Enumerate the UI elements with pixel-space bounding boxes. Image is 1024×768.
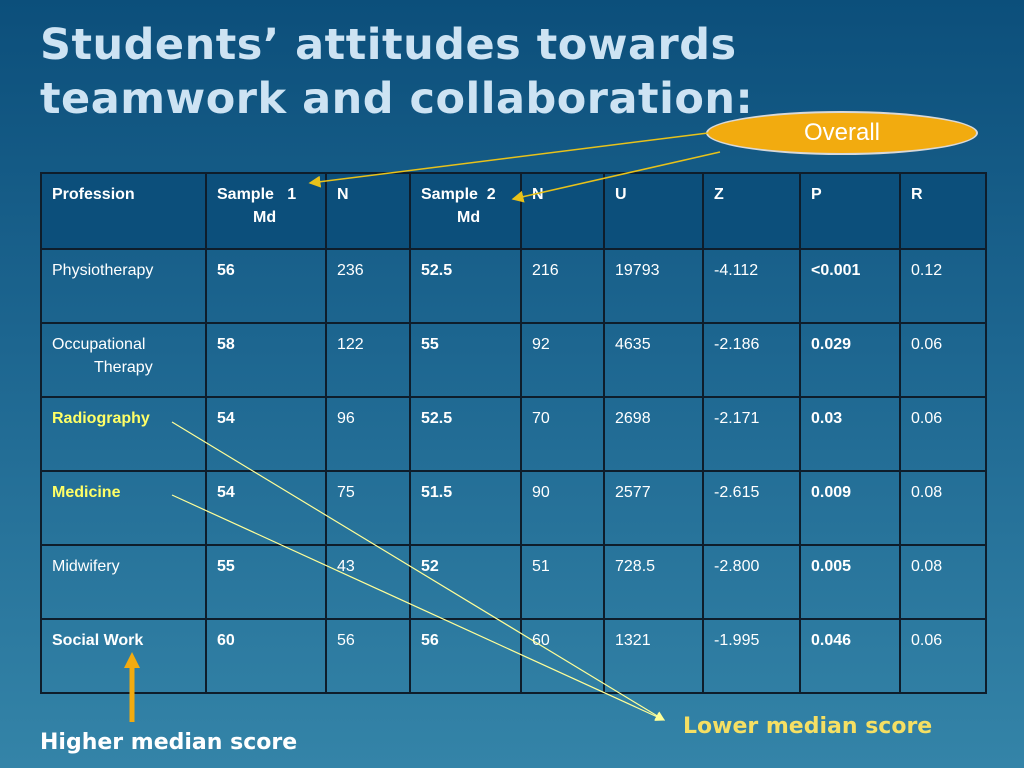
cell-p: 0.005: [799, 544, 901, 620]
header-sample2: Sample 2 Md: [409, 172, 522, 250]
results-table: Profession Sample 1 Md N Sample 2 Md N U Z…: [40, 172, 987, 694]
cell-sample2-md: 51.5: [409, 470, 522, 546]
lower-median-label: Lower median score: [683, 714, 933, 739]
header-n2: N: [520, 172, 605, 250]
cell-r: 0.08: [899, 470, 987, 546]
cell-r: 0.06: [899, 322, 987, 398]
overall-callout: Overall: [706, 111, 978, 155]
cell-u: 19793: [603, 248, 704, 324]
cell-profession-line1: Occupational: [52, 336, 146, 353]
cell-z: -2.615: [702, 470, 801, 546]
cell-sample2-md: 55: [409, 322, 522, 398]
header-sample2-line1: Sample 2: [421, 186, 496, 203]
cell-profession-line2: Therapy: [94, 359, 153, 376]
cell-z: -2.171: [702, 396, 801, 472]
cell-n2: 60: [520, 618, 605, 694]
cell-sample1-md: 54: [205, 470, 327, 546]
cell-p: 0.029: [799, 322, 901, 398]
cell-sample2-md: 56: [409, 618, 522, 694]
header-p: P: [799, 172, 901, 250]
table-header-row: Profession Sample 1 Md N Sample 2 Md N U Z…: [40, 172, 987, 250]
cell-n2: 51: [520, 544, 605, 620]
cell-p: 0.03: [799, 396, 901, 472]
cell-r: 0.06: [899, 396, 987, 472]
cell-profession: Medicine: [40, 470, 207, 546]
cell-sample2-md: 52: [409, 544, 522, 620]
cell-n1: 122: [325, 322, 411, 398]
higher-median-label: Higher median score: [40, 730, 298, 755]
cell-sample1-md: 60: [205, 618, 327, 694]
table-row: Occupational Therapy 58 122 55 92 4635 -2…: [40, 322, 987, 398]
cell-z: -2.800: [702, 544, 801, 620]
table-row: Social Work 60 56 56 60 1321 -1.995 0.04…: [40, 618, 987, 694]
cell-p: 0.009: [799, 470, 901, 546]
cell-profession: Occupational Therapy: [40, 322, 207, 398]
cell-sample2-md: 52.5: [409, 396, 522, 472]
cell-u: 2698: [603, 396, 704, 472]
table-row: Physiotherapy 56 236 52.5 216 19793 -4.1…: [40, 248, 987, 324]
cell-n1: 56: [325, 618, 411, 694]
header-u: U: [603, 172, 704, 250]
table-row: Radiography 54 96 52.5 70 2698 -2.171 0.…: [40, 396, 987, 472]
header-sample1: Sample 1 Md: [205, 172, 327, 250]
cell-n2: 70: [520, 396, 605, 472]
cell-n2: 92: [520, 322, 605, 398]
cell-r: 0.08: [899, 544, 987, 620]
cell-profession: Physiotherapy: [40, 248, 207, 324]
cell-z: -4.112: [702, 248, 801, 324]
cell-sample1-md: 58: [205, 322, 327, 398]
cell-n2: 90: [520, 470, 605, 546]
cell-u: 728.5: [603, 544, 704, 620]
cell-n2: 216: [520, 248, 605, 324]
cell-z: -2.186: [702, 322, 801, 398]
cell-u: 1321: [603, 618, 704, 694]
cell-sample1-md: 56: [205, 248, 327, 324]
cell-profession: Radiography: [40, 396, 207, 472]
cell-n1: 96: [325, 396, 411, 472]
cell-r: 0.12: [899, 248, 987, 324]
cell-sample1-md: 54: [205, 396, 327, 472]
cell-z: -1.995: [702, 618, 801, 694]
header-sample2-line2: Md: [457, 209, 481, 226]
cell-n1: 75: [325, 470, 411, 546]
cell-sample1-md: 55: [205, 544, 327, 620]
header-n1: N: [325, 172, 411, 250]
cell-profession: Social Work: [40, 618, 207, 694]
slide-title: Students’ attitudes towards teamwork and…: [40, 20, 754, 124]
cell-n1: 236: [325, 248, 411, 324]
table-row: Medicine 54 75 51.5 90 2577 -2.615 0.009…: [40, 470, 987, 546]
cell-p: <0.001: [799, 248, 901, 324]
cell-u: 4635: [603, 322, 704, 398]
cell-sample2-md: 52.5: [409, 248, 522, 324]
cell-u: 2577: [603, 470, 704, 546]
table-row: Midwifery 55 43 52 51 728.5 -2.800 0.005…: [40, 544, 987, 620]
header-z: Z: [702, 172, 801, 250]
cell-profession: Midwifery: [40, 544, 207, 620]
header-profession: Profession: [40, 172, 207, 250]
cell-n1: 43: [325, 544, 411, 620]
cell-r: 0.06: [899, 618, 987, 694]
header-sample1-line1: Sample 1: [217, 186, 297, 203]
cell-p: 0.046: [799, 618, 901, 694]
header-r: R: [899, 172, 987, 250]
header-sample1-line2: Md: [253, 209, 277, 226]
